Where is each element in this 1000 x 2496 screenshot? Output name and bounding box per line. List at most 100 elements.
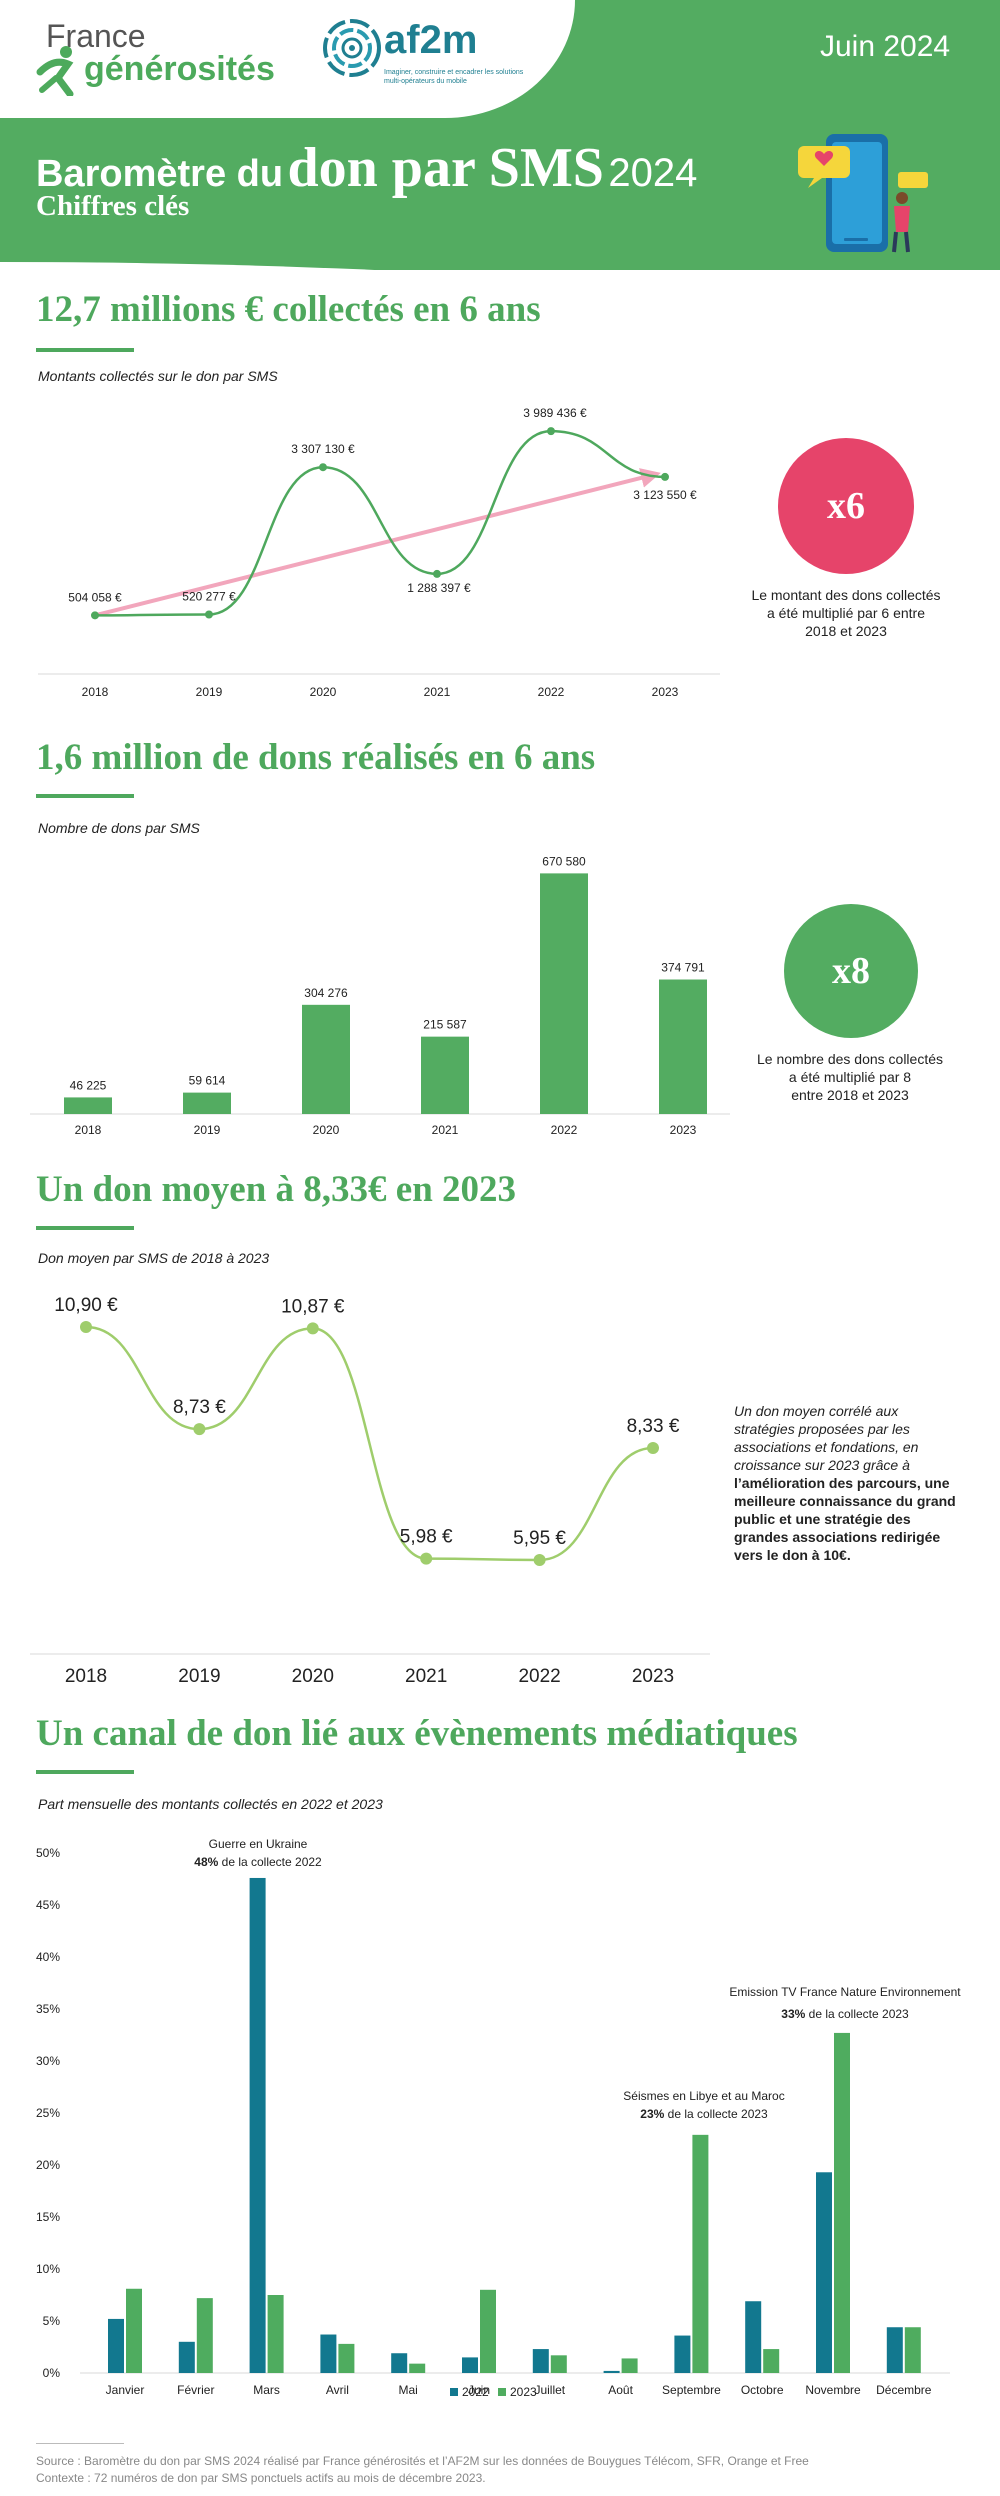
af2m-logo[interactable]: af2m Imaginer, construire et encadrer le… [322, 14, 523, 94]
title-part-1: Baromètre du [36, 153, 284, 195]
x8-note: Le nombre des dons collectés a été multi… [730, 1050, 970, 1104]
section3-title: Un don moyen à 8,33€ en 2023 [36, 1169, 517, 1210]
x-tick-label: 2019 [194, 1123, 221, 1137]
month-bar-2023 [267, 2295, 284, 2373]
month-bar-2022 [462, 2357, 478, 2373]
section3-chart-subtitle: Don moyen par SMS de 2018 à 2023 [38, 1250, 270, 1266]
y-tick-label: 15% [36, 2210, 60, 2224]
x-tick-label: Février [177, 2383, 214, 2397]
average-data-label: 8,33 € [627, 1416, 680, 1437]
average-data-label: 5,95 € [513, 1528, 566, 1549]
y-tick-label: 5% [43, 2314, 61, 2328]
annotation-ukraine-title: Guerre en Ukraine [209, 1837, 308, 1851]
logo-panel [0, 0, 575, 118]
month-bar-2022 [249, 1877, 266, 2373]
average-gift-line [85, 1325, 654, 1562]
month-bar-2023 [126, 2288, 142, 2373]
title-part-3: 2024 [608, 151, 698, 195]
y-tick-label: 20% [36, 2158, 60, 2172]
average-gift-line-chart: 10,90 € 2018 8,73 € 2019 10,87 € 2020 5,98 € 20… [30, 1295, 710, 1687]
month-bar-2022 [886, 2327, 903, 2373]
donation-bar [421, 1036, 469, 1114]
annotation-seisme-detail: 23% de la collecte 2023 [640, 2107, 768, 2121]
month-bar-2023 [550, 2355, 567, 2373]
annotation-seisme-title: Séismes en Libye et au Maroc [623, 2089, 784, 2103]
x-tick-label: 2023 [652, 685, 679, 699]
runner-icon [36, 46, 74, 96]
average-data-label: 10,87 € [281, 1296, 345, 1317]
france-generosites-logo[interactable]: France générosités [36, 18, 286, 98]
legend-swatch-2022 [450, 2388, 458, 2396]
x-tick-label: Octobre [741, 2383, 784, 2397]
x-tick-label: 2022 [518, 1666, 560, 1687]
month-bar-2022 [532, 2349, 549, 2373]
x-tick-label: 2018 [65, 1666, 107, 1687]
amount-point [319, 463, 327, 472]
amount-point [661, 472, 669, 481]
average-point [80, 1321, 92, 1333]
y-tick-label: 10% [36, 2262, 60, 2276]
x6-note-line2: a été multiplié par 6 entre [767, 605, 925, 621]
y-tick-label: 40% [36, 1950, 60, 1964]
legend-label-2023: 2023 [510, 2385, 537, 2399]
af2m-rings-icon [323, 19, 381, 77]
commentary-italic: Un don moyen corrélé aux stratégies prop… [734, 1403, 919, 1473]
footer-source-line: Source : Baromètre du don par SMS 2024 r… [36, 2454, 809, 2468]
amount-data-label: 520 277 € [182, 589, 236, 603]
x6-note-line3: 2018 et 2023 [805, 623, 887, 639]
x6-badge: x6 [778, 438, 914, 574]
x6-note-line1: Le montant des dons collectés [751, 587, 941, 603]
annotation-ukraine-detail: 48% de la collecte 2022 [194, 1855, 322, 1869]
amount-data-label: 504 058 € [68, 590, 122, 604]
month-bar-2022 [674, 2335, 691, 2373]
x-tick-label: 2021 [405, 1666, 447, 1687]
donation-data-label: 215 587 [423, 1018, 467, 1032]
month-bar-2023 [621, 2358, 638, 2373]
donation-bar [64, 1097, 112, 1114]
annotation-tv-title: Emission TV France Nature Environnement [729, 1985, 961, 1999]
donation-data-label: 304 276 [304, 986, 348, 1000]
average-point [533, 1554, 546, 1566]
x-tick-label: 2022 [538, 685, 565, 699]
amount-data-label: 3 989 436 € [523, 406, 587, 420]
month-bar-2022 [320, 2334, 337, 2373]
x-tick-label: Avril [326, 2383, 349, 2397]
average-gift-commentary: Un don moyen corrélé aux stratégies prop… [734, 1402, 960, 1564]
x-tick-label: Mars [253, 2383, 280, 2397]
legend-label-2022: 2022 [462, 2385, 489, 2399]
section2-title: 1,6 million de dons réalisés en 6 ans [36, 737, 596, 778]
footer-source: Source : Baromètre du don par SMS 2024 r… [36, 2453, 809, 2487]
average-data-label: 8,73 € [173, 1397, 226, 1418]
annotation-ukraine-pct: 48% [194, 1855, 218, 1869]
x-tick-label: Septembre [662, 2383, 721, 2397]
donation-data-label: 46 225 [70, 1078, 107, 1092]
section2-underline [36, 794, 134, 798]
month-bar-2022 [816, 2172, 832, 2373]
annotation-tv-rest: de la collecte 2023 [805, 2007, 909, 2021]
month-bar-2022 [391, 2353, 408, 2373]
monthly-share-bar-chart: 0% 5% 10% 15% 20% 25% 30% 35% 40% 45% 50% Janvier F… [36, 1837, 961, 2399]
amount-data-label: 3 123 550 € [633, 488, 697, 502]
x-tick-label: 2020 [313, 1123, 340, 1137]
x-tick-label: 2022 [551, 1123, 578, 1137]
footer-context-line: Contexte : 72 numéros de don par SMS pon… [36, 2471, 486, 2485]
x-tick-label: Novembre [805, 2383, 861, 2397]
commentary-bold: l’amélioration des parcours, une meilleu… [734, 1475, 956, 1563]
footer-divider [36, 2443, 124, 2444]
amount-point [205, 610, 213, 619]
section1-underline [36, 348, 134, 352]
average-data-label: 5,98 € [400, 1527, 453, 1548]
x6-note: Le montant des dons collectés a été mult… [726, 586, 966, 640]
donation-bar [183, 1092, 231, 1114]
donation-bar [302, 1004, 350, 1114]
annotation-tv-pct: 33% [781, 2007, 805, 2021]
x8-note-line3: entre 2018 et 2023 [791, 1087, 909, 1103]
month-bar-2023 [338, 2343, 355, 2373]
x8-note-line2: a été multiplié par 8 [788, 1069, 912, 1085]
month-bar-2022 [745, 2301, 762, 2373]
phone-donation-illustration [798, 134, 928, 253]
x-tick-label: 2023 [670, 1123, 697, 1137]
section2-chart-subtitle: Nombre de dons par SMS [38, 820, 200, 836]
logo-text-af2m: af2m [384, 18, 478, 62]
month-bar-2023 [409, 2363, 426, 2373]
